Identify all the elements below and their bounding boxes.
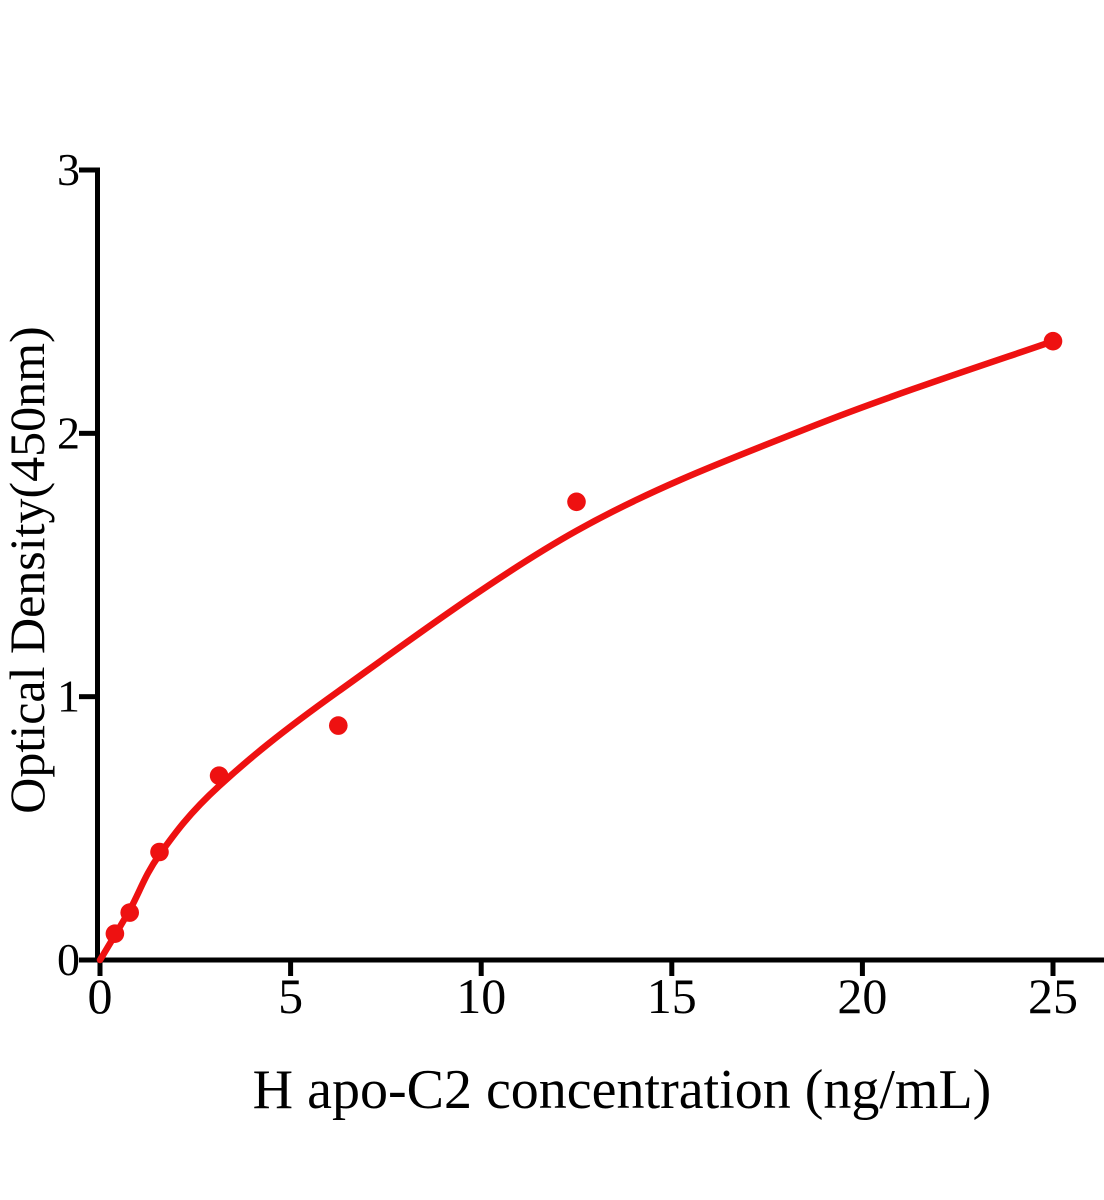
data-point <box>329 716 348 735</box>
y-tick-label: 0 <box>57 934 80 985</box>
x-axis-title: H apo-C2 concentration (ng/mL) <box>253 1059 992 1121</box>
x-tick-label: 10 <box>456 968 506 1024</box>
x-tick-label: 5 <box>278 968 303 1024</box>
y-axis-title: Optical Density(450nm) <box>0 326 55 813</box>
x-tick-label: 20 <box>837 968 887 1024</box>
axes-layer: 0 5 10 15 20 25 0 1 2 3 <box>57 144 1104 1024</box>
x-tick-label: 15 <box>647 968 697 1024</box>
x-tick-label: 0 <box>88 968 113 1024</box>
data-point <box>209 766 229 785</box>
data-point <box>105 924 125 943</box>
data-point <box>120 903 139 922</box>
y-tick-label: 3 <box>57 144 80 195</box>
data-point <box>150 842 169 862</box>
data-point <box>567 492 586 512</box>
y-tick-label: 1 <box>57 671 80 722</box>
x-tick-label: 25 <box>1028 968 1078 1024</box>
y-tick-label: 2 <box>57 407 80 458</box>
series-layer <box>96 331 1063 964</box>
data-point <box>1043 331 1063 351</box>
fit-curve-path <box>96 337 1057 964</box>
